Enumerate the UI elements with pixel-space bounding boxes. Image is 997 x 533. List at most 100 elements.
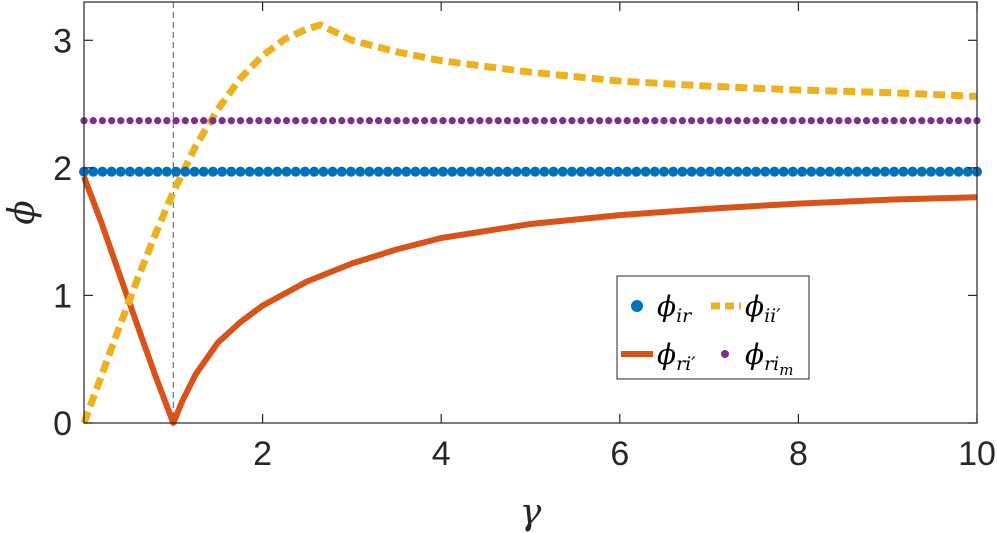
series-ir-point xyxy=(198,166,209,177)
series-ir-point xyxy=(594,166,605,177)
series-ir-point xyxy=(382,166,393,177)
series-ir-point xyxy=(677,166,688,177)
series-rim-point xyxy=(494,117,502,125)
series-rim-point xyxy=(890,117,898,125)
series-ir-point xyxy=(852,166,863,177)
series-ir-point xyxy=(125,166,136,177)
series-rim-point xyxy=(761,117,769,125)
series-rim-point xyxy=(641,117,650,125)
series-rim-point xyxy=(734,117,742,125)
series-rim-point xyxy=(154,117,162,125)
series-rim-point xyxy=(688,117,696,125)
series-rim-point xyxy=(669,117,677,125)
series-ri-line xyxy=(81,175,978,426)
series-ir-point xyxy=(217,166,228,177)
series-rim-point xyxy=(531,117,539,125)
series-rim-point xyxy=(835,117,843,125)
series-rim-point xyxy=(301,117,309,125)
series-ir-point xyxy=(272,166,283,177)
series-rim-point xyxy=(89,117,97,125)
x-tick-label: 6 xyxy=(610,435,629,473)
series-ir-point xyxy=(778,166,789,177)
series-ir-point xyxy=(843,166,854,177)
series-ir-point xyxy=(410,166,421,177)
legend-marker-rim xyxy=(721,350,729,358)
series-ir-point xyxy=(539,166,550,177)
series-ir-point xyxy=(898,166,909,177)
series-rim-point xyxy=(117,117,125,125)
series-rim-point xyxy=(678,117,687,125)
x-tick-label: 2 xyxy=(253,435,272,473)
series-ir-point xyxy=(88,166,99,177)
series-rim-point xyxy=(752,117,760,125)
series-ir-point xyxy=(401,166,412,177)
series-rim-point xyxy=(881,117,889,125)
series-ir-point xyxy=(631,166,642,177)
series-ir-point xyxy=(695,166,706,177)
series-ir-point xyxy=(152,166,163,177)
series-rim-point xyxy=(163,117,171,125)
series-ir-point xyxy=(815,166,826,177)
series-ir-point xyxy=(824,166,835,177)
series-ir-point xyxy=(493,166,504,177)
series-ir-point xyxy=(806,166,817,177)
series-rim-point xyxy=(218,117,226,125)
series-ir-point xyxy=(658,166,669,177)
series-ir-point xyxy=(309,166,320,177)
series-ir-point xyxy=(465,166,476,177)
series-ir-point xyxy=(447,166,458,177)
y-tick-label: 3 xyxy=(53,22,72,60)
series-ir-point xyxy=(143,166,154,177)
legend-label-ir: ϕir xyxy=(657,290,693,327)
legend-label-ri: ϕri′ xyxy=(657,338,696,375)
series-rim-point xyxy=(789,117,797,125)
series-ir-point xyxy=(686,166,697,177)
series-ir-point xyxy=(474,166,485,177)
series-ir-point xyxy=(106,166,117,177)
series-ir-point xyxy=(751,166,762,177)
series-ir-point xyxy=(714,166,725,177)
series-ir-point xyxy=(870,166,881,177)
series-ir-point xyxy=(345,166,356,177)
legend: ϕir ϕii′ ϕri′ ϕrim xyxy=(616,275,810,380)
y-tick-label: 1 xyxy=(53,277,72,315)
series-rim-point xyxy=(853,117,861,125)
plot-area: 2 4 6 8 10 0 1 2 3 xyxy=(53,1,996,473)
series-ir-point xyxy=(732,166,743,177)
series-ir-point xyxy=(935,166,946,177)
series-rim-point xyxy=(549,117,558,125)
series-ir-point xyxy=(769,166,780,177)
series-ir-point xyxy=(97,166,108,177)
series-ii-line xyxy=(80,21,978,425)
series-ir-point xyxy=(603,166,614,177)
series-rim-point xyxy=(595,117,604,125)
y-tick-label: 2 xyxy=(53,150,72,188)
series-ir-point xyxy=(566,166,577,177)
axes-box xyxy=(83,1,978,424)
series-rim-point xyxy=(439,117,447,125)
series-rim-point xyxy=(964,117,972,125)
series-ir-point xyxy=(520,166,531,177)
series-rim-point xyxy=(780,117,788,125)
legend-box xyxy=(616,275,810,380)
series-rim-point xyxy=(135,117,143,125)
series-ir-point xyxy=(705,166,716,177)
series-rim-point xyxy=(936,117,944,125)
series-rim-point xyxy=(209,117,217,125)
series-ir-point xyxy=(668,166,679,177)
legend-label-rim: ϕrim xyxy=(745,338,794,379)
series-rim-point xyxy=(273,117,281,125)
series-rim-point xyxy=(872,117,880,125)
series-ir-point xyxy=(373,166,384,177)
series-ir-point xyxy=(787,166,798,177)
series-ir-point xyxy=(557,166,568,177)
series-rim-point xyxy=(706,117,714,125)
series-rim-point xyxy=(927,117,935,125)
series-ir-point xyxy=(953,166,964,177)
series-rim-point xyxy=(108,117,116,125)
series-ir-point xyxy=(723,166,734,177)
series-ir-point xyxy=(907,166,918,177)
series-ir-point xyxy=(612,166,623,177)
series-ir-point xyxy=(649,166,660,177)
